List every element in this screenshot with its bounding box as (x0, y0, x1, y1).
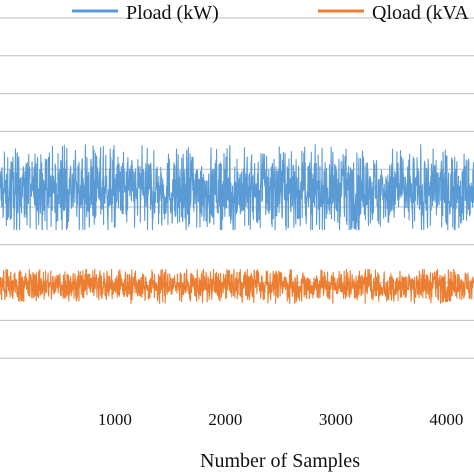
x-tick-label: 4000 (429, 410, 463, 429)
x-axis-title: Number of Samples (200, 450, 360, 472)
x-tick-label: 3000 (319, 410, 353, 429)
legend-label-pload: Pload (kW) (126, 2, 219, 24)
legend-label-qload: Qload (kVA (372, 2, 469, 24)
legend: Pload (kW) Qload (kVA (72, 2, 469, 24)
x-tick-label: 2000 (208, 410, 242, 429)
series-line-qload (0, 268, 474, 304)
series-line-pload (0, 144, 474, 231)
series-layer (0, 144, 474, 304)
x-tick-labels: 1000 2000 3000 4000 (98, 410, 463, 429)
x-tick-label: 1000 (98, 410, 132, 429)
